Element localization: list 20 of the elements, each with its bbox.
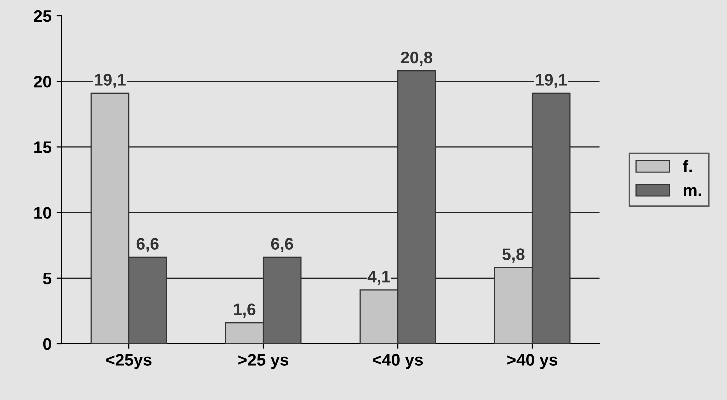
- x-tick-label: <40 ys: [373, 354, 424, 370]
- data-label: 19,1: [536, 74, 568, 88]
- x-tick-label: <25ys: [106, 354, 152, 370]
- data-label: 20,8: [401, 52, 433, 66]
- data-label: 5,8: [502, 248, 525, 263]
- legend-label: m.: [684, 187, 702, 196]
- y-tick-label: 5: [43, 272, 52, 285]
- data-label: 4,1: [368, 271, 390, 286]
- x-tick-label: >40 ys: [508, 354, 558, 370]
- y-tick-label: 10: [34, 207, 52, 220]
- data-label: 6,6: [136, 238, 159, 252]
- legend-label: f.: [683, 160, 692, 172]
- x-tick-label: >25 ys: [238, 354, 289, 370]
- data-label: 1,6: [234, 304, 256, 318]
- y-tick-label: 15: [34, 142, 52, 154]
- y-tick-label: 20: [34, 76, 52, 88]
- data-label: 19,1: [95, 74, 126, 88]
- data-label: 6,6: [271, 238, 294, 252]
- y-tick-label: 25: [34, 10, 52, 22]
- y-tick-label: 0: [43, 338, 52, 350]
